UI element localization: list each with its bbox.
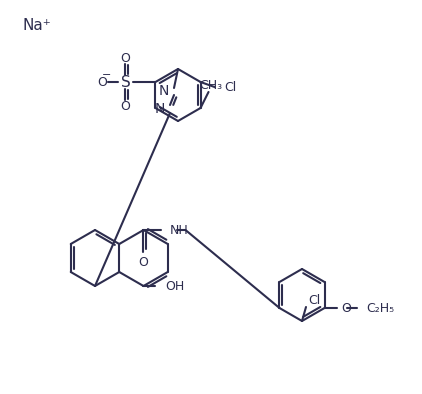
Text: CH₃: CH₃ <box>199 78 222 91</box>
Text: OH: OH <box>165 279 185 292</box>
Text: O: O <box>121 52 130 65</box>
Text: Na⁺: Na⁺ <box>22 18 51 33</box>
Text: −: − <box>102 70 111 80</box>
Text: NH: NH <box>170 223 188 236</box>
Text: Cl: Cl <box>225 80 237 93</box>
Text: N: N <box>159 84 169 98</box>
Text: O: O <box>121 100 130 113</box>
Text: O: O <box>138 255 149 268</box>
Text: N: N <box>154 102 165 116</box>
Text: Cl: Cl <box>308 294 320 307</box>
Text: C₂H₅: C₂H₅ <box>367 301 395 314</box>
Text: O: O <box>97 76 108 89</box>
Text: O: O <box>341 301 352 314</box>
Text: S: S <box>121 74 130 89</box>
